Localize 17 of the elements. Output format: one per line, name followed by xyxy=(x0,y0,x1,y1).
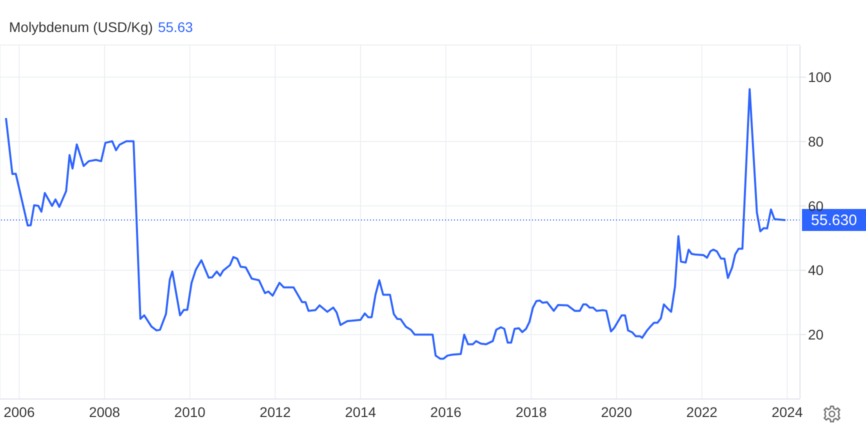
y-tick-label: 40 xyxy=(808,262,824,278)
x-tick-label: 2010 xyxy=(174,404,206,420)
x-tick-label: 2024 xyxy=(772,404,803,420)
chart-subtitle: 55.63 xyxy=(158,19,193,35)
x-tick-label: 2006 xyxy=(4,404,35,420)
ref-line-label: 55.630 xyxy=(811,212,857,229)
x-tick-label: 2012 xyxy=(260,404,291,420)
x-tick-label: 2008 xyxy=(88,404,120,420)
x-tick-label: 2016 xyxy=(430,404,462,420)
x-tick-label: 2022 xyxy=(686,404,718,420)
y-tick-label: 80 xyxy=(808,134,824,150)
x-tick-label: 2018 xyxy=(516,404,547,420)
y-tick-label: 20 xyxy=(808,326,824,343)
x-tick-label: 2014 xyxy=(344,404,376,420)
x-tick-label: 2020 xyxy=(600,404,632,420)
y-tick-label: 100 xyxy=(808,69,832,86)
chart-title: Molybdenum (USD/Kg) xyxy=(9,19,153,35)
